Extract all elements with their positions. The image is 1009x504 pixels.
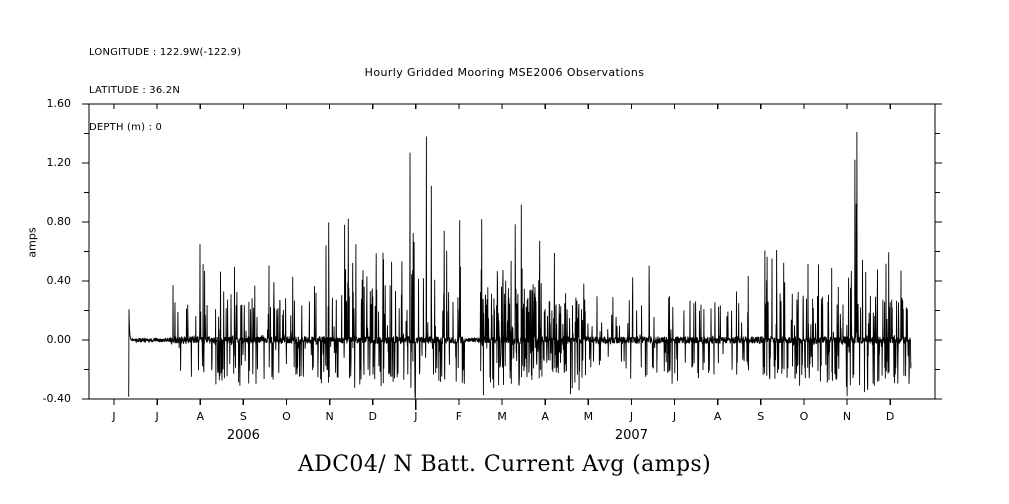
station-metadata: LONGITUDE : 122.9W(-122.9) LATITUDE : 36… [89, 22, 241, 160]
x-tick-label: A [713, 410, 722, 423]
x-tick-label: D [885, 410, 895, 423]
x-tick-label: S [757, 410, 765, 423]
x-tick-label: O [282, 410, 291, 423]
chart-title: Hourly Gridded Mooring MSE2006 Observati… [364, 66, 645, 79]
y-tick-label: 1.60 [46, 97, 72, 110]
x-tick-label: J [629, 410, 634, 423]
x-tick-label: J [155, 410, 159, 423]
y-tick-label: 0.00 [46, 333, 72, 346]
year-label: 2006 [226, 428, 260, 443]
figure-caption: ADC04/ N Batt. Current Avg (amps) [297, 452, 712, 477]
x-tick-label: F [455, 410, 463, 423]
x-tick-label: A [541, 410, 549, 423]
x-tick-label: A [196, 410, 204, 423]
x-tick-label: J [672, 410, 677, 423]
x-tick-label: N [842, 410, 852, 423]
x-tick-label: M [583, 410, 594, 423]
x-tick-label: D [368, 410, 377, 423]
depth-text: DEPTH (m) : 0 [89, 122, 163, 133]
longitude-text: LONGITUDE : 122.9W(-122.9) [89, 47, 242, 58]
x-tick-label: J [112, 410, 116, 423]
y-tick-label: -0.40 [42, 392, 71, 405]
y-tick-label: 0.80 [46, 215, 72, 228]
latitude-text: LATITUDE : 36.2N [89, 84, 181, 96]
year-label: 2007 [614, 428, 648, 443]
plot-axes [82, 103, 942, 410]
x-tick-label: O [799, 410, 809, 423]
x-tick-label: M [497, 410, 507, 423]
y-tick-label: 1.20 [46, 156, 72, 169]
data-trace [128, 131, 912, 399]
y-tick-label: 0.40 [46, 274, 72, 287]
x-tick-label: J [414, 410, 418, 423]
series-line [128, 131, 912, 399]
x-tick-label: N [325, 410, 334, 423]
x-tick-label: S [239, 410, 247, 423]
